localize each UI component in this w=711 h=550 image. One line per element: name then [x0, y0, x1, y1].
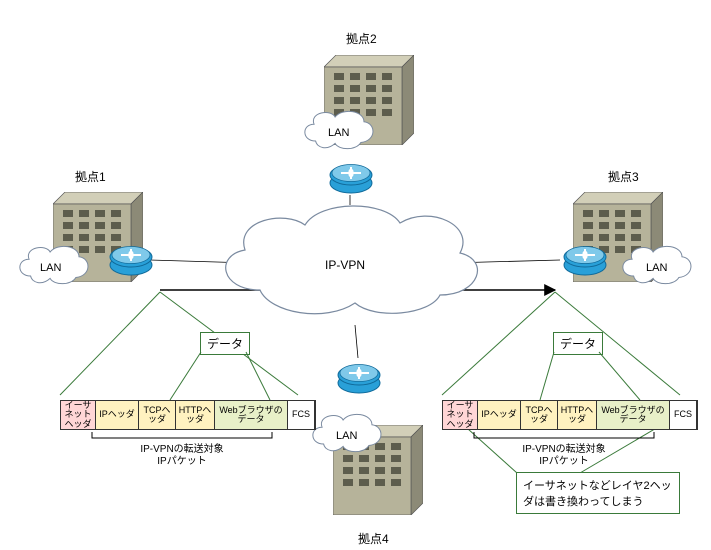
packet-cell: イーサネットヘッダ: [443, 401, 478, 429]
label-site4: 拠点4: [358, 530, 389, 547]
note-box: イーサネットなどレイヤ2ヘッダは書き換わってしまう: [516, 472, 680, 514]
bracket-lbl2: IPパケット: [92, 452, 272, 467]
packet-cell: FCS: [288, 401, 315, 429]
packet-cell: FCS: [670, 401, 697, 429]
lan-label-3: LAN: [646, 262, 667, 274]
packet-cell: Webブラウザのデータ: [215, 401, 288, 429]
label-site1: 拠点1: [75, 168, 106, 185]
data-label-left: データ: [200, 332, 250, 355]
lan-label-4: LAN: [336, 430, 357, 442]
label-site3: 拠点3: [608, 168, 639, 185]
center-label: IP-VPN: [325, 258, 365, 272]
router-1: [108, 240, 154, 283]
packet-cell: HTTPヘッダ: [558, 401, 597, 429]
bracket-lbl2: IPパケット: [474, 452, 654, 467]
label-site2: 拠点2: [346, 30, 377, 47]
packet-cell: TCPヘッダ: [139, 401, 176, 429]
packet-cell: IPヘッダ: [478, 401, 521, 429]
router-3: [562, 240, 608, 283]
router-2: [328, 158, 374, 201]
packet-left: イーサネットヘッダIPヘッダTCPヘッダHTTPヘッダWebブラウザのデータFC…: [60, 400, 316, 444]
router-4: [336, 358, 382, 401]
packet-cell: TCPヘッダ: [521, 401, 558, 429]
packet-cell: Webブラウザのデータ: [597, 401, 670, 429]
packet-cell: IPヘッダ: [96, 401, 139, 429]
packet-cell: HTTPヘッダ: [176, 401, 215, 429]
packet-cell: イーサネットヘッダ: [61, 401, 96, 429]
data-label-right: データ: [553, 332, 603, 355]
lan-label-2: LAN: [328, 127, 349, 139]
packet-right: イーサネットヘッダIPヘッダTCPヘッダHTTPヘッダWebブラウザのデータFC…: [442, 400, 698, 444]
lan-label-1: LAN: [40, 262, 61, 274]
